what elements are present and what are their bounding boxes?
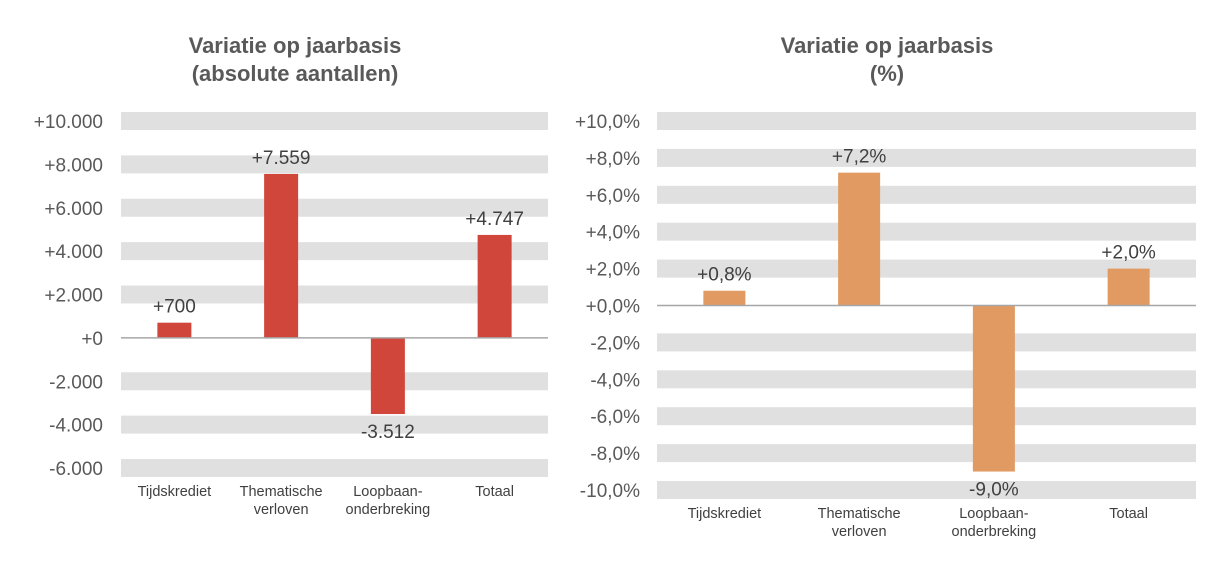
y-tick-label: +4.000: [44, 242, 103, 263]
data-label: -3.512: [361, 422, 415, 443]
category-label: Thematische: [818, 506, 901, 522]
grid-band: [121, 112, 548, 130]
data-label: +2,0%: [1101, 243, 1156, 264]
y-tick-label: +8,0%: [586, 149, 641, 170]
y-tick-label: +2,0%: [586, 260, 641, 281]
grid-band: [657, 333, 1196, 352]
category-label: Totaal: [1109, 506, 1148, 522]
grid-band: [121, 198, 548, 217]
grid-band: [121, 459, 548, 477]
y-tick-label: -6.000: [49, 459, 103, 480]
bar: [370, 337, 405, 415]
grid-band: [657, 112, 1196, 130]
y-tick-label: +4,0%: [586, 223, 641, 244]
grid-band: [657, 481, 1196, 499]
category-label: onderbreking: [952, 524, 1037, 540]
bar: [157, 322, 192, 338]
y-tick-label: +6,0%: [586, 186, 641, 207]
data-label: +0,8%: [697, 265, 752, 286]
y-tick-label: -6,0%: [590, 407, 640, 428]
y-tick-label: +10,0%: [575, 112, 640, 133]
y-tick-label: +0: [81, 329, 103, 350]
chart-title-line: (absolute aantallen): [192, 61, 399, 86]
grid-band: [121, 155, 548, 174]
category-label: Thematische: [240, 484, 323, 500]
category-label: Tijdskrediet: [688, 506, 762, 522]
grid-band: [121, 285, 548, 304]
y-tick-label: +6.000: [44, 199, 103, 220]
y-tick-label: +8.000: [44, 155, 103, 176]
grid-band: [121, 242, 548, 261]
grid-band: [657, 259, 1196, 278]
y-tick-label: -2,0%: [590, 333, 640, 354]
category-label: Tijdskrediet: [138, 484, 212, 500]
data-label: -9,0%: [969, 480, 1019, 501]
y-tick-label: -2.000: [49, 372, 103, 393]
data-label: +7,2%: [832, 147, 887, 168]
category-label: Loopbaan-: [959, 506, 1029, 522]
grid-band: [657, 148, 1196, 167]
category-label: verloven: [254, 502, 309, 518]
grid-band: [121, 372, 548, 391]
bar: [1107, 268, 1150, 306]
y-tick-label: +2.000: [44, 286, 103, 307]
bar: [838, 172, 881, 306]
grid-band: [657, 185, 1196, 204]
y-tick-label: -8,0%: [590, 444, 640, 465]
grid-band: [657, 222, 1196, 241]
chart-title-line: (%): [870, 61, 904, 86]
category-label: verloven: [832, 524, 887, 540]
y-tick-label: +0,0%: [586, 297, 641, 318]
chart-title-line: Variatie op jaarbasis: [781, 33, 994, 58]
grid-band: [121, 415, 548, 434]
bar: [264, 173, 299, 338]
y-tick-label: -4.000: [49, 416, 103, 437]
y-tick-label: -10,0%: [580, 481, 640, 502]
category-label: Totaal: [475, 484, 514, 500]
grid-band: [657, 444, 1196, 463]
bar: [477, 234, 512, 338]
chart-percent: Variatie op jaarbasis (%) +10,0% +8,0% +6,0%…: [575, 33, 1196, 540]
grid-band: [657, 370, 1196, 389]
data-label: +700: [153, 297, 196, 318]
y-tick-label: -4,0%: [590, 370, 640, 391]
chart-absolute: Variatie op jaarbasis (absolute aantallen…: [34, 33, 548, 518]
bar: [703, 290, 746, 306]
category-label: Loopbaan-: [353, 484, 423, 500]
data-label: +4.747: [465, 209, 524, 230]
grid-band: [657, 407, 1196, 426]
bar: [972, 305, 1015, 472]
y-tick-label: +10.000: [34, 112, 103, 133]
chart-title-line: Variatie op jaarbasis: [189, 33, 402, 58]
data-label: +7.559: [252, 148, 311, 169]
category-label: onderbreking: [346, 502, 431, 518]
